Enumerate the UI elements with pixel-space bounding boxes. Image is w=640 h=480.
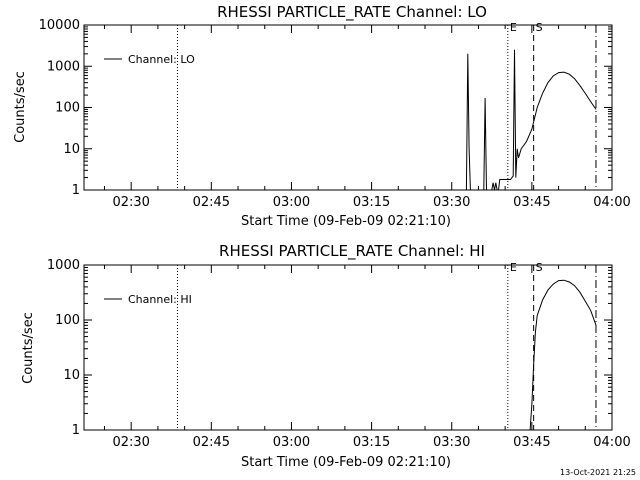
legend-entry: Channel: LO [128,53,195,66]
y-axis-label: Counts/sec [21,312,36,384]
x-tick-label: 03:15 [353,435,390,450]
x-tick-label: 02:30 [112,435,149,450]
y-tick-label: 1000 [47,258,80,273]
x-tick-label: 03:00 [273,195,310,210]
plot-frame [83,264,613,431]
x-tick-label: 04:00 [593,435,630,450]
x-axis-label: Start Time (09-Feb-09 02:21:10) [241,214,451,229]
x-tick-label: 03:45 [513,435,550,450]
y-tick-label: 10000 [39,18,80,33]
x-tick-label: 03:45 [513,195,550,210]
y-tick-label: 100 [55,313,80,328]
x-tick-label: 03:30 [433,195,470,210]
plot-frame [83,24,613,191]
footer-timestamp: 13-Oct-2021 21:25 [560,468,636,477]
y-axis-label: Counts/sec [13,71,28,143]
y-axis: 1 10 100 1000 [47,258,612,438]
y-tick-label: 10 [63,142,80,157]
legend: Channel: HI [104,293,192,306]
x-axis-label: Start Time (09-Feb-09 02:21:10) [241,455,451,470]
x-tick-label: 02:30 [112,195,149,210]
legend: Channel: LO [104,53,195,66]
y-tick-label: 10 [63,368,80,383]
marker-label: E [510,21,517,34]
chart-title: RHESSI PARTICLE_RATE Channel: HI [219,242,485,261]
series-line [529,279,597,431]
chart-title: RHESSI PARTICLE_RATE Channel: LO [217,3,487,22]
x-tick-label: 03:30 [433,435,470,450]
series [465,49,597,191]
marker-label: S [536,261,543,274]
x-tick-label: 03:00 [273,435,310,450]
marker-label: S [536,21,543,34]
series-line [465,49,597,191]
y-tick-label: 1 [72,423,80,438]
x-tick-label: 02:45 [193,435,230,450]
y-tick-label: 1 [72,183,80,198]
y-axis: 1 10 100 1000 10000 [39,18,612,198]
x-axis: 02:30 02:45 03:00 03:15 03:30 03:45 04:00 [103,25,631,210]
x-axis: 02:30 02:45 03:00 03:15 03:30 03:45 04:00 [103,265,631,450]
series [529,279,597,431]
x-tick-label: 03:15 [353,195,390,210]
x-tick-label: 04:00 [593,195,630,210]
marker-label: E [510,261,517,274]
x-tick-label: 02:45 [193,195,230,210]
y-tick-label: 100 [55,101,80,116]
legend-entry: Channel: HI [128,293,192,306]
y-tick-label: 1000 [47,59,80,74]
chart-panel-lo: RHESSI PARTICLE_RATE Channel: LO Start T… [13,3,631,229]
chart-panel-hi: RHESSI PARTICLE_RATE Channel: HI Start T… [21,242,631,470]
